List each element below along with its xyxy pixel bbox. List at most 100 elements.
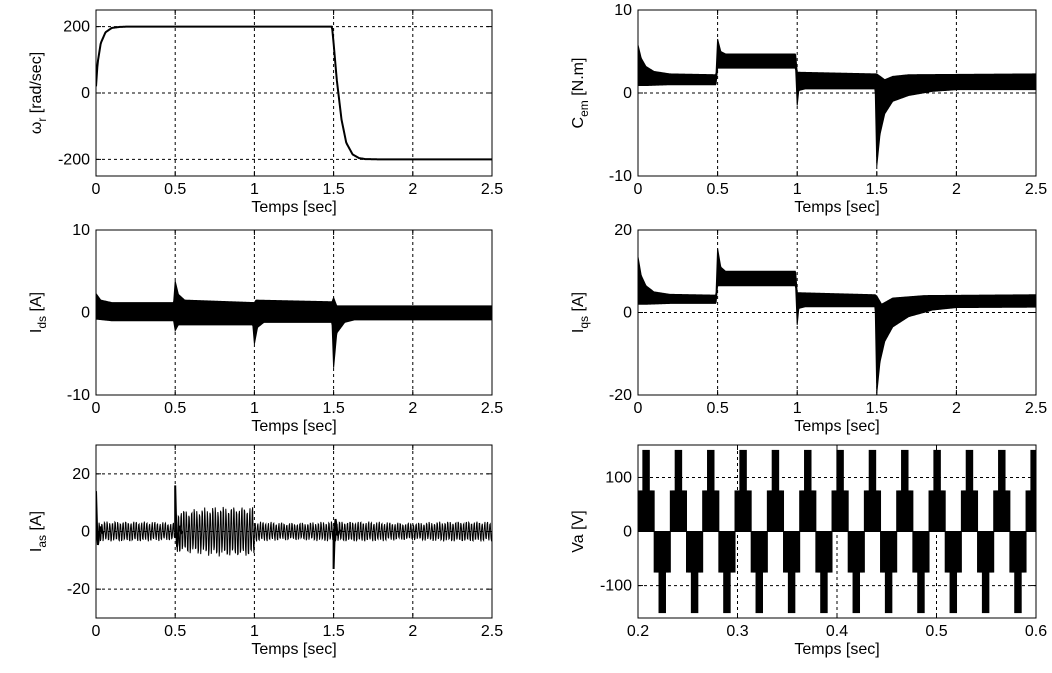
x-tick-label: 1: [250, 181, 259, 198]
pwm-block: [674, 449, 683, 492]
x-tick-label: 1: [250, 623, 259, 640]
y-tick-label: -10: [609, 168, 632, 185]
y-axis-label: Va [V]: [570, 510, 587, 552]
y-axis-label-unit: [A]: [570, 292, 587, 316]
pwm-block: [723, 571, 731, 614]
pwm-block: [820, 571, 828, 614]
subplot-6: 0.2 0.3 0.4 0.5 0.6 -100 0 100 Temps [sec] Va [V]: [570, 444, 1047, 658]
x-tick-label: 2: [952, 181, 961, 198]
data-layer: [638, 449, 1036, 614]
pwm-block: [752, 531, 766, 573]
x-axis-label: Temps [sec]: [251, 641, 336, 658]
x-tick-label: 2: [408, 623, 417, 640]
series-line: [96, 25, 492, 161]
x-tick-label: 2.5: [1025, 400, 1047, 417]
pwm-block: [914, 531, 928, 573]
pwm-block: [965, 449, 974, 492]
y-axis-label-unit: [rad/sec]: [28, 52, 45, 118]
x-tick-label: 0.5: [925, 623, 947, 640]
pwm-block: [962, 490, 977, 532]
y-tick-label: 0: [623, 305, 632, 322]
pwm-block: [736, 490, 750, 532]
ripple-envelope: [638, 38, 1036, 167]
x-tick-label: 2.5: [1025, 181, 1047, 198]
x-tick-label: 1.5: [866, 181, 888, 198]
pwm-block: [755, 571, 763, 614]
y-tick-label: -10: [67, 387, 90, 404]
y-axis-label-main: ω: [28, 122, 45, 135]
data-layer: [638, 248, 1036, 393]
data-layer: [96, 485, 492, 570]
pwm-block: [1011, 531, 1025, 573]
y-axis-label-main: I: [570, 329, 587, 333]
pwm-block: [995, 490, 1009, 532]
pwm-block: [998, 449, 1006, 492]
y-axis-label: Iqs [A]: [570, 292, 591, 333]
data-layer: [638, 38, 1036, 167]
pwm-block: [901, 449, 909, 492]
y-tick-label: 200: [63, 19, 90, 36]
x-tick-label: 2: [408, 400, 417, 417]
pwm-block: [704, 490, 718, 532]
x-tick-label: 0: [634, 181, 643, 198]
x-tick-label: 2.5: [481, 400, 503, 417]
data-layer: [96, 25, 492, 161]
y-tick-label: 0: [623, 85, 632, 102]
pwm-block: [946, 531, 960, 573]
pwm-block: [690, 571, 699, 614]
pwm-block: [917, 571, 925, 614]
transient-spike: [174, 485, 184, 547]
pwm-block: [642, 449, 650, 492]
x-axis-label: Temps [sec]: [794, 199, 879, 216]
x-tick-label: 1.5: [322, 181, 344, 198]
x-tick-label: 0.5: [164, 181, 186, 198]
pwm-block: [817, 531, 831, 573]
x-tick-label: 0.2: [627, 623, 649, 640]
pwm-block: [836, 449, 844, 492]
pwm-block: [1027, 490, 1036, 532]
pwm-block: [933, 449, 941, 492]
ripple-envelope: [96, 281, 492, 368]
x-tick-label: 0.3: [726, 623, 748, 640]
y-tick-label: -20: [67, 581, 90, 598]
pwm-block: [865, 490, 880, 532]
x-tick-label: 0.4: [826, 623, 848, 640]
y-axis-label-unit: [A]: [28, 511, 45, 535]
x-tick-label: 0.5: [164, 400, 186, 417]
current-waveform: [96, 506, 492, 557]
pwm-block: [707, 449, 715, 492]
pwm-block: [687, 531, 702, 573]
y-axis-label: Ias [A]: [28, 511, 49, 552]
pwm-block: [1014, 571, 1022, 614]
y-axis-label-sub: r: [35, 118, 49, 122]
x-axis-label: Temps [sec]: [794, 641, 879, 658]
y-tick-label: -20: [609, 387, 632, 404]
x-tick-label: 1.5: [322, 623, 344, 640]
y-axis-label-sub: qs: [577, 316, 591, 329]
pwm-block: [768, 490, 783, 532]
y-tick-label: 0: [623, 524, 632, 541]
y-axis-label: ωr [rad/sec]: [28, 52, 49, 134]
x-tick-label: 0: [92, 623, 101, 640]
y-tick-label: -100: [600, 578, 632, 595]
y-tick-label: 0: [81, 305, 90, 322]
pwm-block: [1030, 449, 1036, 492]
y-tick-label: 0: [81, 524, 90, 541]
x-tick-label: 2: [952, 400, 961, 417]
pwm-block: [852, 571, 861, 614]
pwm-block: [801, 490, 815, 532]
y-axis-label-unit: [N.m]: [570, 58, 587, 101]
y-axis-label: Ids [A]: [28, 292, 49, 333]
pwm-block: [949, 571, 958, 614]
x-tick-label: 0: [634, 400, 643, 417]
x-tick-label: 1: [250, 400, 259, 417]
y-tick-label: 20: [72, 466, 90, 483]
x-tick-label: 2.5: [481, 623, 503, 640]
pwm-block: [658, 571, 666, 614]
pwm-block: [804, 449, 812, 492]
x-axis-label: Temps [sec]: [251, 418, 336, 435]
